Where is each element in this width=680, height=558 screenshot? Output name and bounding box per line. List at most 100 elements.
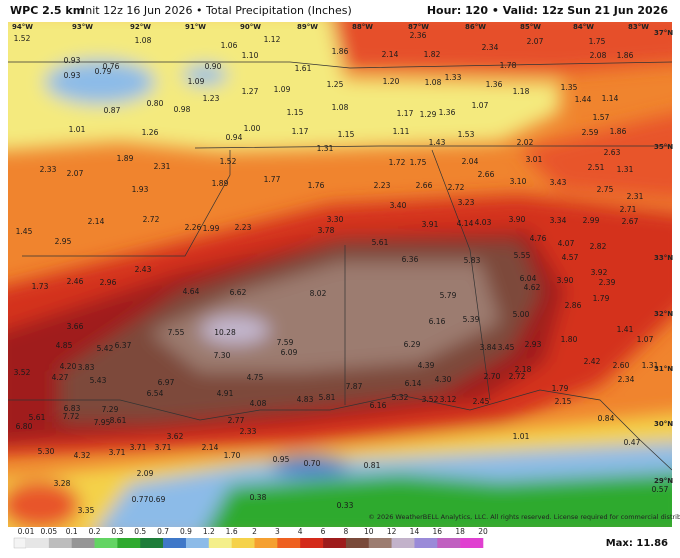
colorbar-segment (437, 538, 461, 548)
precip-value: 2.18 (515, 365, 532, 374)
precip-value: 1.11 (393, 127, 410, 136)
precip-value: 1.10 (242, 51, 259, 60)
colorbar-segment (140, 538, 164, 548)
precip-value: 2.75 (597, 185, 614, 194)
precip-value: 1.79 (593, 294, 610, 303)
lat-label: 37°N (654, 29, 673, 37)
precip-value: 1.06 (221, 41, 238, 50)
precip-value: 5.81 (319, 393, 336, 402)
colorbar-segment (185, 538, 210, 548)
precip-value: 7.95 (94, 418, 111, 427)
precip-value: 6.04 (520, 274, 537, 283)
colorbar-segment (94, 538, 118, 548)
precip-value: 4.57 (562, 253, 579, 262)
colorbar-tick: 1.2 (203, 527, 215, 536)
colorbar-segment (391, 538, 415, 548)
colorbar-tick: 16 (433, 527, 443, 536)
precip-value: 2.63 (604, 148, 621, 157)
lon-label: 83°W (628, 23, 649, 31)
lon-label: 92°W (130, 23, 151, 31)
precip-value: 1.08 (425, 78, 442, 87)
precip-value: 3.43 (550, 178, 567, 187)
precip-value: 4.07 (558, 239, 575, 248)
precip-value: 1.75 (589, 37, 606, 46)
precip-value: 2.99 (583, 216, 600, 225)
precip-value: 2.66 (416, 181, 433, 190)
precip-value: 4.76 (530, 234, 547, 243)
colorbar-segment (48, 538, 72, 548)
precip-value: 4.32 (74, 451, 91, 460)
precip-value: 1.61 (295, 64, 312, 73)
precip-value: 2.67 (622, 217, 639, 226)
precip-value: 1.26 (142, 128, 159, 137)
colorbar-segment (208, 538, 232, 548)
lon-label: 84°W (573, 23, 594, 31)
precip-value: 4.91 (217, 389, 234, 398)
precip-value: 0.93 (64, 56, 81, 65)
precip-value: 0.38 (250, 493, 267, 502)
precip-value: 2.59 (582, 128, 599, 137)
precip-value: 1.45 (16, 227, 33, 236)
borders (8, 61, 672, 471)
precip-value: 1.80 (561, 335, 578, 344)
precip-value: 3.40 (390, 201, 407, 210)
precip-value: 3.71 (109, 448, 126, 457)
yellow-band (8, 22, 560, 152)
colorbar-tick: 20 (478, 527, 488, 536)
precip-value: 1.20 (383, 77, 400, 86)
precip-value: 1.73 (32, 282, 49, 291)
precip-value: 2.14 (88, 217, 105, 226)
precip-value: 1.35 (561, 83, 578, 92)
colorbar: 0.01 0.05 0.1 0.2 0.3 0.5 0.7 0.9 1.2 1.6 2 3 4 6 8 10 1… (13, 527, 488, 549)
precip-value: 1.78 (500, 61, 517, 70)
precip-value: 4.03 (475, 218, 492, 227)
precip-value: 1.18 (513, 87, 530, 96)
lon-label: 94°W (12, 23, 33, 31)
precip-value: 0.69 (149, 495, 166, 504)
precip-value: 2.77 (228, 416, 245, 425)
precip-value: 1.75 (410, 158, 427, 167)
colorbar-tick: 6 (321, 527, 326, 536)
precip-value: 1.01 (69, 125, 86, 134)
precip-value: 4.64 (183, 287, 200, 296)
precip-value: 2.08 (590, 51, 607, 60)
precip-value: 1.17 (397, 109, 414, 118)
precip-value: 3.90 (557, 276, 574, 285)
precip-value: 1.08 (332, 103, 349, 112)
colorbar-segment (460, 538, 484, 548)
precip-value: 2.70 (484, 372, 501, 381)
precip-value: 4.08 (250, 399, 267, 408)
precip-value: 7.29 (102, 405, 119, 414)
lon-label: 85°W (520, 23, 541, 31)
precip-value: 2.60 (613, 361, 630, 370)
precip-value: 1.36 (439, 108, 456, 117)
precip-value: 5.61 (29, 413, 46, 422)
precip-value: 1.89 (212, 179, 229, 188)
precip-value: 6.16 (429, 317, 446, 326)
precip-value: 1.15 (287, 108, 304, 117)
lat-label: 31°N (654, 365, 673, 373)
precip-value: 3.92 (591, 268, 608, 277)
lon-label: 87°W (408, 23, 429, 31)
precip-value: 2.07 (527, 37, 544, 46)
colorbar-tick: 0.2 (89, 527, 101, 536)
precip-value: 2.23 (374, 181, 391, 190)
precip-value: 0.76 (103, 62, 120, 71)
precip-value: 1.36 (486, 80, 503, 89)
lon-label: 91°W (185, 23, 206, 31)
precip-value: 0.33 (337, 501, 354, 510)
precip-value: 1.93 (132, 185, 149, 194)
precip-value: 2.14 (382, 50, 399, 59)
precip-value: 2.72 (143, 215, 160, 224)
max-core (201, 316, 269, 344)
state-border (22, 150, 231, 257)
precip-value: 6.09 (281, 348, 298, 357)
precip-value: 0.94 (226, 133, 243, 142)
precip-value: 5.39 (463, 315, 480, 324)
precip-value: 2.31 (154, 162, 171, 171)
precip-value: 2.14 (202, 443, 219, 452)
precip-field (8, 22, 672, 527)
precip-value: 3.45 (498, 343, 515, 352)
colorbar-tick: 14 (410, 527, 420, 536)
precip-value: 0.95 (273, 455, 290, 464)
